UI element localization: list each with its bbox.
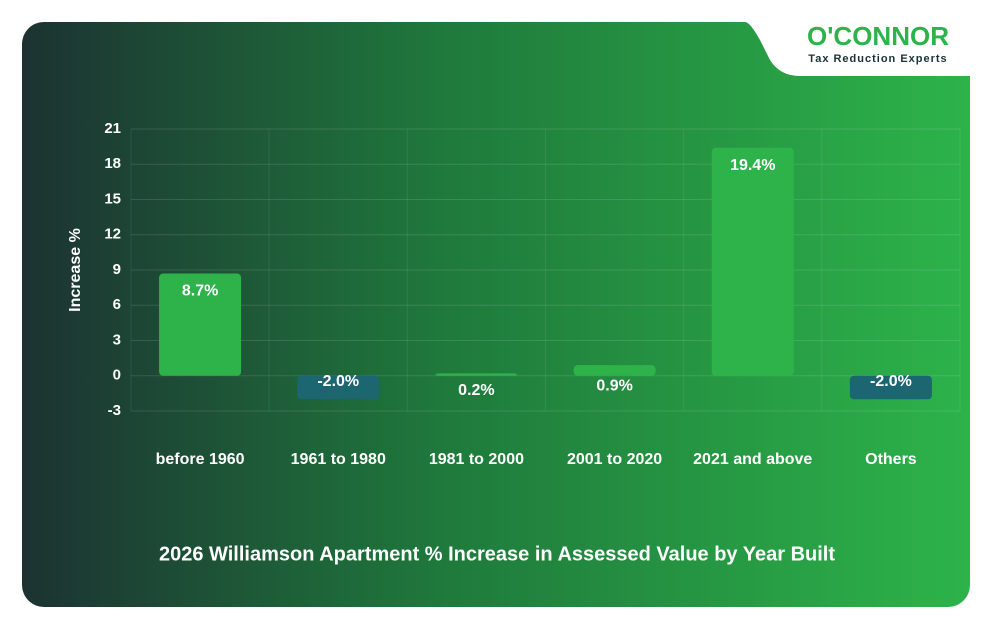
y-axis-label: Increase % (67, 228, 84, 312)
x-tick-label: before 1960 (156, 451, 245, 468)
x-tick-label: 2021 and above (693, 451, 812, 468)
x-tick-label: Others (865, 451, 917, 468)
x-tick-label: 1981 to 2000 (429, 451, 524, 468)
y-tick-label: 18 (104, 155, 121, 172)
logo-tagline: Tax Reduction Experts (808, 53, 947, 65)
logo-notch (745, 22, 975, 76)
y-tick-label: 3 (113, 331, 121, 348)
value-label: -2.0% (317, 373, 359, 390)
y-tick-label: 9 (113, 261, 121, 278)
y-tick-label: 12 (104, 226, 121, 243)
y-tick-label: 15 (104, 190, 121, 207)
bar (573, 365, 656, 376)
y-tick-label: 21 (104, 120, 121, 137)
x-tick-label: 2001 to 2020 (567, 451, 662, 468)
value-label: 0.9% (596, 378, 632, 395)
bar (159, 273, 242, 376)
bar (711, 147, 794, 376)
value-label: 8.7% (182, 283, 218, 300)
y-tick-label: 0 (113, 367, 121, 384)
logo: O'CONNOR (807, 21, 949, 51)
bar (297, 375, 380, 400)
x-tick-label: 1961 to 1980 (291, 451, 386, 468)
y-tick-label: 6 (113, 296, 121, 313)
value-label: 19.4% (730, 157, 775, 174)
value-label: -2.0% (870, 373, 912, 390)
chart-title: 2026 Williamson Apartment % Increase in … (159, 543, 835, 565)
value-label: 0.2% (458, 382, 494, 399)
bar (849, 375, 932, 400)
y-tick-label: -3 (108, 402, 121, 419)
bar (435, 373, 518, 376)
